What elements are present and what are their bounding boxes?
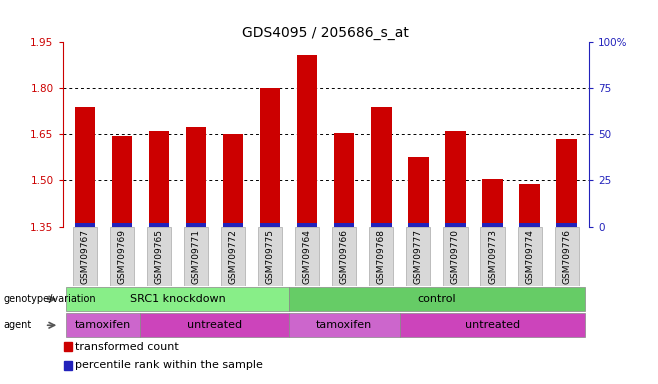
Bar — [297, 223, 317, 227]
Text: GSM709767: GSM709767 — [80, 229, 89, 284]
Text: transformed count: transformed count — [75, 342, 179, 352]
Bar — [186, 127, 206, 227]
Text: GSM709776: GSM709776 — [562, 229, 571, 284]
Bar — [260, 223, 280, 227]
Bar — [140, 313, 289, 337]
Bar — [66, 313, 140, 337]
Bar — [557, 223, 577, 227]
Text: agent: agent — [3, 320, 32, 330]
Bar — [147, 227, 171, 286]
Bar — [445, 223, 466, 227]
Bar — [74, 223, 95, 227]
Bar — [519, 223, 540, 227]
Bar — [64, 342, 72, 351]
Text: untreated: untreated — [465, 320, 520, 330]
Bar — [112, 136, 132, 227]
Bar — [334, 133, 355, 227]
Bar — [295, 227, 319, 286]
Bar — [74, 107, 95, 227]
Bar — [149, 131, 169, 227]
Bar — [149, 223, 169, 227]
Bar — [482, 179, 503, 227]
Bar — [555, 227, 579, 286]
Text: percentile rank within the sample: percentile rank within the sample — [75, 360, 263, 370]
Text: GSM709766: GSM709766 — [340, 229, 349, 284]
Bar — [408, 223, 428, 227]
Bar — [221, 227, 245, 286]
Text: tamoxifen: tamoxifen — [316, 320, 372, 330]
Bar — [186, 223, 206, 227]
Text: GSM709768: GSM709768 — [377, 229, 386, 284]
Text: untreated: untreated — [187, 320, 242, 330]
Bar — [407, 227, 430, 286]
Text: GSM709769: GSM709769 — [117, 229, 126, 284]
Bar — [371, 223, 392, 227]
Text: GSM709770: GSM709770 — [451, 229, 460, 284]
Bar — [72, 227, 97, 286]
Bar — [260, 88, 280, 227]
Bar — [443, 227, 467, 286]
Text: control: control — [418, 294, 456, 304]
Text: GSM709775: GSM709775 — [266, 229, 274, 284]
Bar — [258, 227, 282, 286]
Bar — [110, 227, 134, 286]
Bar — [297, 55, 317, 227]
Bar — [445, 131, 466, 227]
Text: genotype/variation: genotype/variation — [3, 294, 96, 304]
Text: GSM709765: GSM709765 — [155, 229, 163, 284]
Bar — [223, 134, 243, 227]
Text: GSM709771: GSM709771 — [191, 229, 201, 284]
Bar — [223, 223, 243, 227]
Bar — [519, 184, 540, 227]
Text: GSM709773: GSM709773 — [488, 229, 497, 284]
Bar — [112, 223, 132, 227]
Text: GSM709772: GSM709772 — [228, 229, 238, 284]
Bar — [332, 227, 356, 286]
Text: tamoxifen: tamoxifen — [75, 320, 132, 330]
Bar — [400, 313, 585, 337]
Bar — [289, 287, 585, 311]
Title: GDS4095 / 205686_s_at: GDS4095 / 205686_s_at — [242, 26, 409, 40]
Text: GSM709777: GSM709777 — [414, 229, 423, 284]
Bar — [66, 287, 289, 311]
Bar — [64, 361, 72, 370]
Bar — [518, 227, 542, 286]
Bar — [369, 227, 393, 286]
Bar — [334, 223, 355, 227]
Bar — [480, 227, 505, 286]
Bar — [371, 107, 392, 227]
Bar — [482, 223, 503, 227]
Bar — [557, 139, 577, 227]
Bar — [289, 313, 400, 337]
Text: SRC1 knockdown: SRC1 knockdown — [130, 294, 225, 304]
Text: GSM709764: GSM709764 — [303, 229, 312, 284]
Text: GSM709774: GSM709774 — [525, 229, 534, 284]
Bar — [184, 227, 208, 286]
Bar — [408, 157, 428, 227]
